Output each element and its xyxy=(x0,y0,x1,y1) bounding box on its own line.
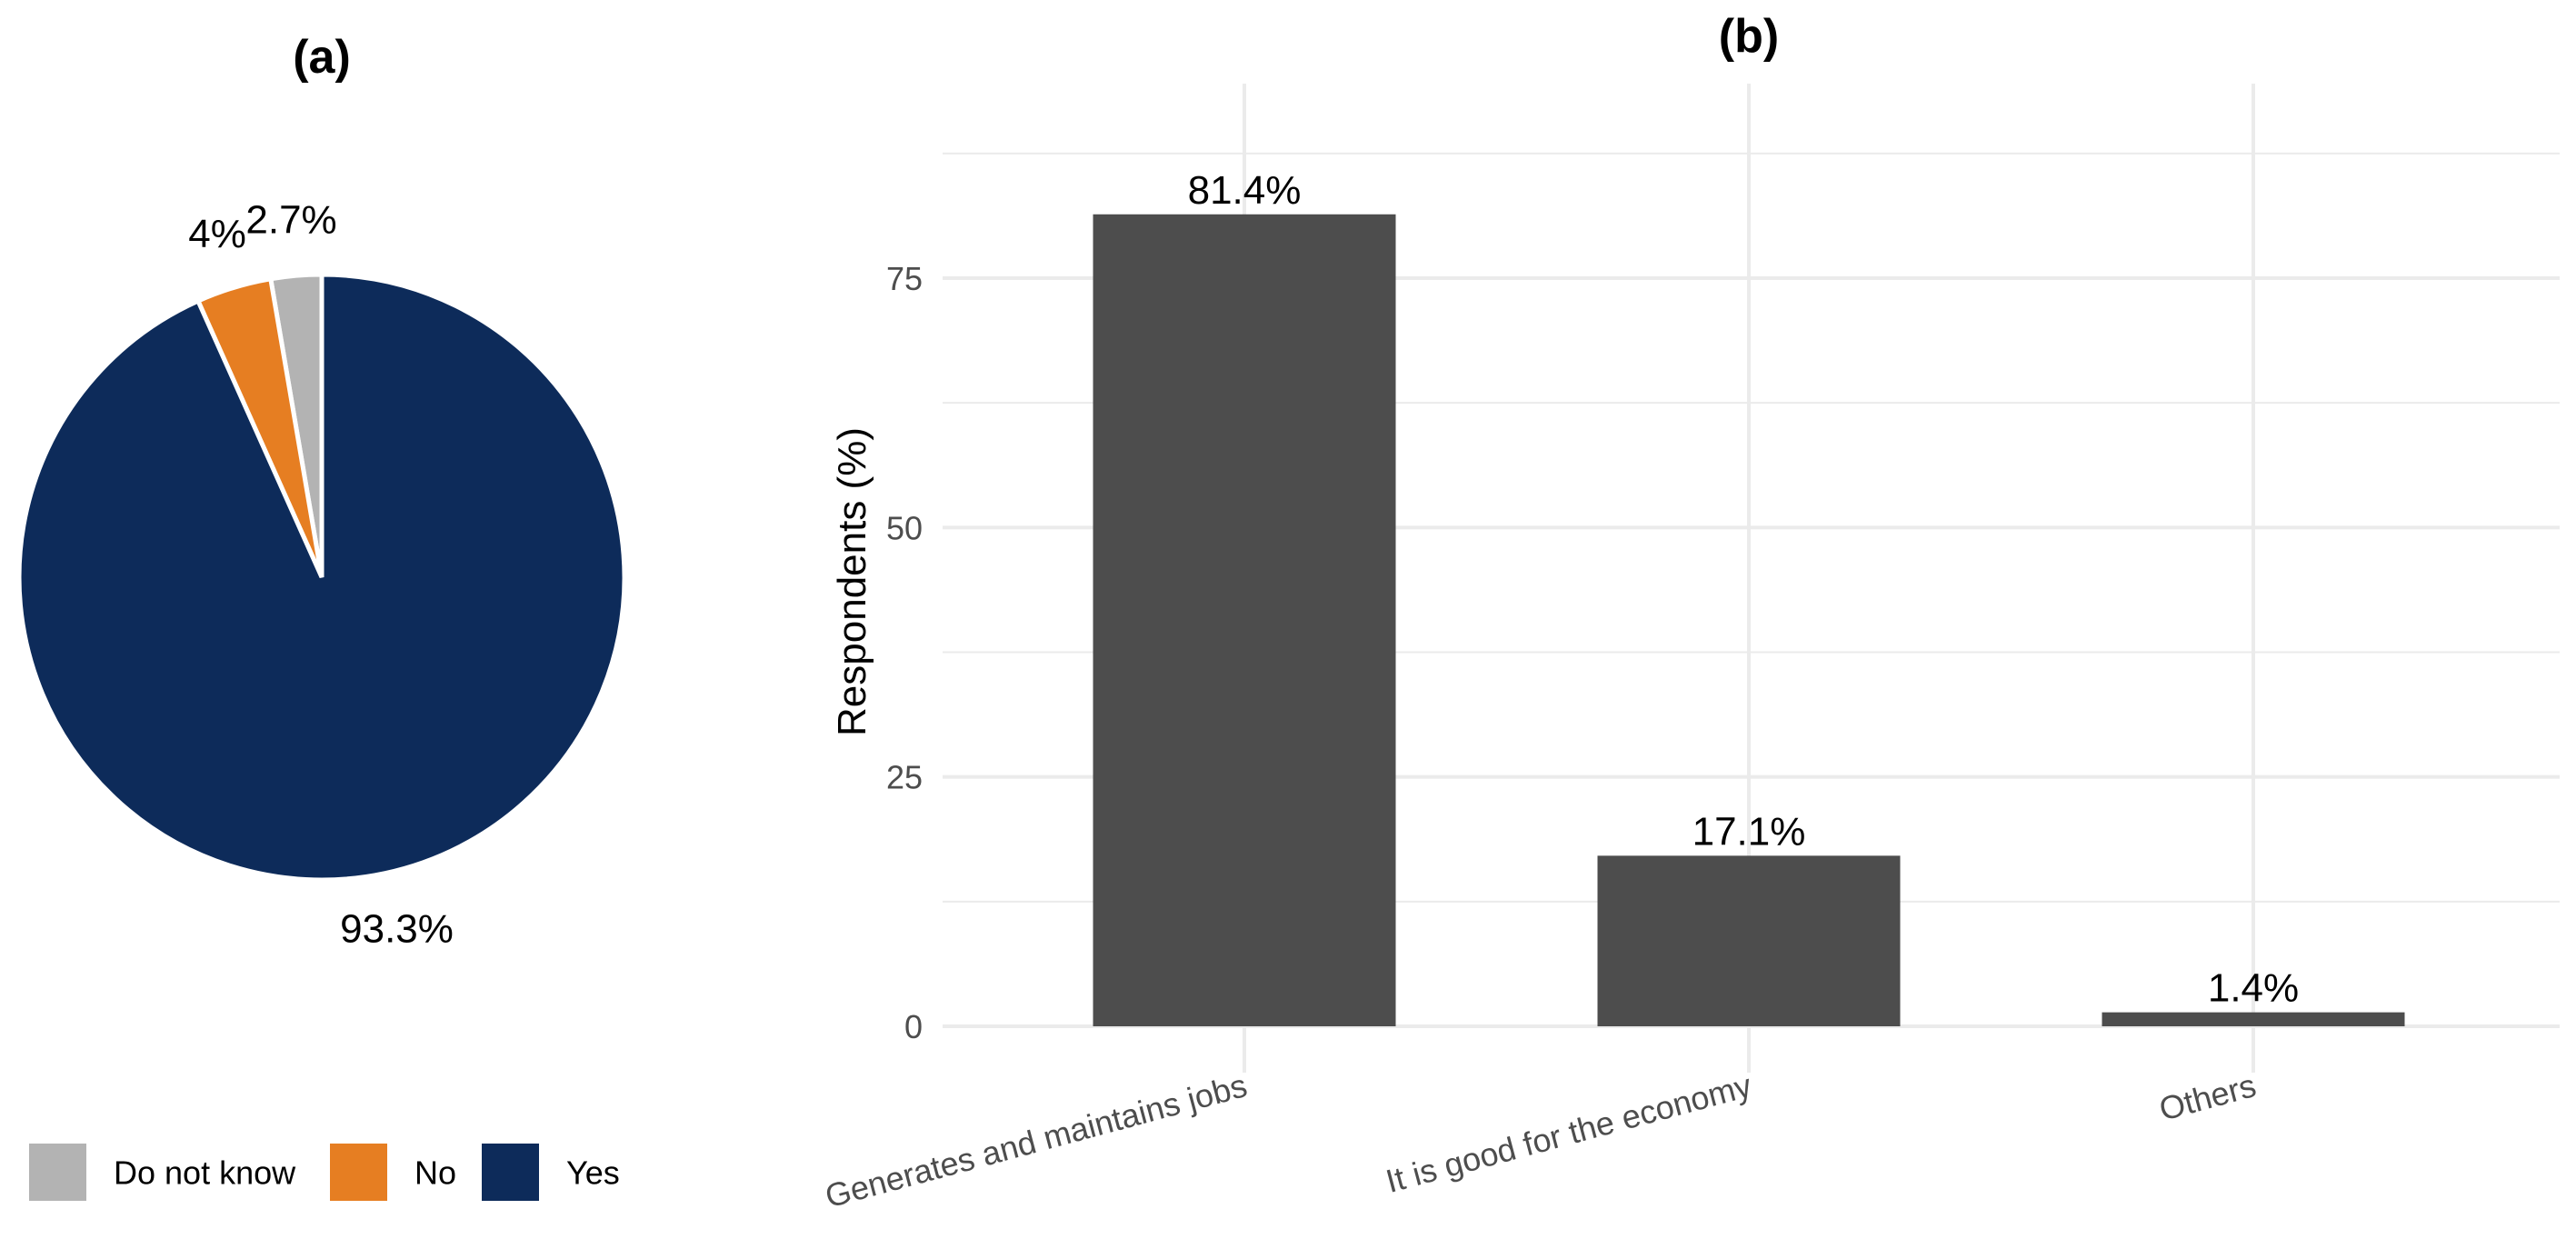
pie-label-do-not-know: 2.7% xyxy=(245,197,336,242)
legend-swatch-no xyxy=(330,1144,387,1201)
legend-label-no: No xyxy=(414,1154,456,1192)
pie-chart-panel: (a) 2.7%4% 93.3% Do not know No Yes xyxy=(16,31,627,1201)
bar-chart-title: (b) xyxy=(1719,10,1779,63)
pie-slices xyxy=(16,272,627,883)
y-tick-label: 25 xyxy=(886,759,923,796)
pie-label-no: 4% xyxy=(188,212,246,256)
bar-value-label-it-is-good-for-the-economy: 17.1% xyxy=(1692,809,1806,854)
y-axis-title: Respondents (%) xyxy=(830,427,874,736)
legend-swatch-do-not-know xyxy=(29,1144,86,1201)
legend-label-do-not-know: Do not know xyxy=(114,1154,296,1192)
bar-value-label-generates-and-maintains-jobs: 81.4% xyxy=(1188,168,1302,213)
bars xyxy=(1093,214,2405,1027)
pie-legend: Do not know No Yes xyxy=(29,1144,620,1201)
bar-it-is-good-for-the-economy xyxy=(1597,855,1901,1026)
pie-slice-yes xyxy=(16,272,627,883)
bar-value-label-others: 1.4% xyxy=(2208,966,2299,1011)
pie-slice-labels: 2.7%4% 93.3% xyxy=(188,197,454,951)
y-tick-label: 75 xyxy=(886,260,923,297)
legend-swatch-yes xyxy=(482,1144,539,1201)
bar-value-labels: 81.4% 17.1% 1.4% xyxy=(1188,168,2300,1011)
legend-label-yes: Yes xyxy=(566,1154,620,1192)
y-tick-label: 50 xyxy=(886,509,923,546)
y-tick-label: 0 xyxy=(904,1008,923,1045)
pie-label-yes: 93.3% xyxy=(340,906,454,951)
pie-chart-title: (a) xyxy=(293,31,351,84)
bar-generates-and-maintains-jobs xyxy=(1093,214,1396,1027)
y-axis-tick-labels: 0 25 50 75 xyxy=(886,260,923,1045)
bar-others xyxy=(2102,1012,2405,1026)
